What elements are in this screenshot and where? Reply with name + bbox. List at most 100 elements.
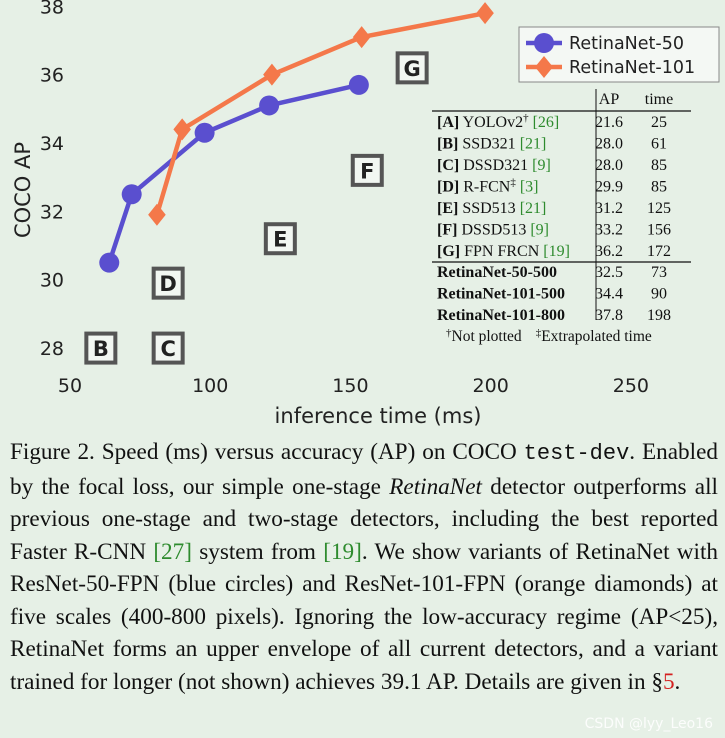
table-retina-time: 73 — [651, 264, 667, 281]
x-tick-label: 100 — [192, 375, 228, 397]
data-point-diamond — [352, 26, 371, 49]
table-row-time: 172 — [647, 243, 671, 260]
y-tick-label: 36 — [40, 65, 64, 87]
table-row-ap: 36.2 — [595, 243, 623, 260]
table-row-key: [E] — [437, 200, 458, 217]
detector-box — [350, 153, 384, 187]
caption-end: . — [674, 668, 681, 695]
legend-label: RetinaNet-101 — [569, 58, 695, 78]
data-point-circle — [348, 74, 369, 95]
speed-accuracy-chart: 50 100 150 200 250 28 30 32 34 36 38 inference time… — [11, 0, 720, 428]
table-row-ref: [9] — [526, 222, 549, 239]
table-retina-time: 90 — [651, 286, 667, 303]
detector-box — [395, 51, 429, 85]
caption-label: Figure 2. Speed (ms) versus accuracy (AP… — [10, 439, 524, 465]
table-row-time: 61 — [651, 136, 667, 153]
table-row-model: SSD321 — [458, 136, 515, 153]
caption-ref-27[interactable]: [27] — [153, 538, 192, 565]
table-row-name: [A] YOLOv2† [26] — [437, 112, 559, 131]
data-point-diamond — [148, 203, 166, 226]
caption-ref-19[interactable]: [19] — [323, 538, 362, 565]
data-point-diamond — [263, 63, 281, 86]
table-row-name: [F] DSSD513 [9] — [437, 222, 549, 239]
data-point-circle — [99, 252, 120, 273]
detector-boxes: B C D E F G — [84, 51, 429, 365]
table-row-ap: 31.2 — [595, 200, 623, 217]
detector-box — [151, 266, 185, 300]
legend-label: RetinaNet-50 — [569, 34, 684, 54]
table-row-ap: 28.0 — [595, 157, 623, 174]
table-row-key: [D] — [437, 179, 459, 196]
table-row-time: 85 — [651, 179, 667, 196]
x-tick-label: 150 — [332, 375, 368, 397]
table-row-ap: 21.6 — [595, 114, 623, 131]
detector-label: E — [273, 228, 287, 252]
legend-diamond-marker — [535, 56, 553, 78]
y-tick-label: 32 — [40, 201, 64, 223]
axes: 50 100 150 200 250 28 30 32 34 36 38 inference time… — [11, 0, 649, 428]
x-tick-label: 200 — [473, 375, 509, 397]
y-tick-label: 34 — [40, 133, 64, 155]
table-row-time: 125 — [647, 200, 671, 217]
caption-section-symbol: § — [651, 668, 663, 695]
table-retina-ap: 37.8 — [595, 307, 623, 324]
table-retina-name: RetinaNet-50-500 — [437, 264, 557, 281]
table-footnote: †Not plotted ‡Extrapolated time — [446, 327, 652, 345]
data-point-circle — [194, 122, 215, 143]
table-row-name: [D] R-FCN‡ [3] — [437, 177, 539, 196]
caption-part-1: . Enabled by the focal loss, our simple … — [10, 439, 718, 500]
y-tick-label: 30 — [40, 270, 64, 292]
footnote-not-plotted: Not plotted — [452, 328, 522, 345]
table-row-ref: [9] — [528, 157, 551, 174]
table-row-model: YOLOv2 — [459, 114, 523, 131]
table-retina-name: RetinaNet-101-800 — [437, 307, 565, 324]
detector-label: C — [160, 337, 175, 361]
caption-part-2: detector outperforms all previous one-st… — [10, 473, 718, 565]
table-row-name: [G] FPN FRCN [19] — [437, 243, 570, 260]
detector-label: G — [404, 57, 421, 81]
table-row-name: [C] DSSD321 [9] — [437, 157, 551, 174]
x-axis-label: inference time (ms) — [275, 404, 482, 428]
table-row-ref: [21] — [516, 200, 547, 217]
figure-caption: Figure 2. Speed (ms) versus accuracy (AP… — [10, 436, 718, 698]
y-tick-label: 38 — [40, 0, 64, 18]
data-point-diamond — [173, 118, 191, 141]
x-tick-label: 250 — [613, 375, 649, 397]
detector-box — [84, 331, 118, 365]
table-retina-ap: 34.4 — [595, 286, 623, 303]
series-line-retinanet-50 — [107, 82, 360, 264]
table-row-key: [A] — [437, 114, 459, 131]
watermark: CSDN @lyy_Leo16 — [584, 716, 713, 732]
table-retina-ap: 32.5 — [595, 264, 623, 281]
detector-label: B — [93, 337, 109, 361]
legend: RetinaNet-50 RetinaNet-101 — [518, 26, 720, 83]
data-point-circle — [121, 184, 142, 205]
table-row-mark: † — [523, 112, 529, 124]
table-row-key: [F] — [437, 222, 457, 239]
footnote-extrapolated: Extrapolated time — [541, 328, 652, 345]
footnote-mark-1: † — [446, 327, 452, 339]
detector-label: D — [159, 272, 176, 296]
table-row-name: [E] SSD513 [21] — [437, 200, 546, 217]
table-header-time: time — [645, 91, 673, 108]
caption-part-3: system from — [191, 538, 324, 565]
table-row-time: 156 — [647, 222, 671, 239]
detector-box — [263, 222, 297, 256]
table-retina-time: 198 — [647, 307, 671, 324]
table-header-ap: AP — [599, 91, 620, 108]
caption-section-ref[interactable]: 5 — [662, 668, 675, 695]
table-row-model: SSD513 — [458, 200, 515, 217]
table-row-ap: 28.0 — [595, 136, 623, 153]
y-axis-label: COCO AP — [11, 142, 35, 238]
table-row-model: DSSD321 — [459, 157, 528, 174]
table-row-mark: ‡ — [510, 177, 516, 189]
table-row-ref: [3] — [516, 179, 539, 196]
table-row-time: 25 — [651, 114, 667, 131]
table-row-key: [B] — [437, 136, 458, 153]
detector-label: F — [360, 159, 374, 183]
table-row-ref: [26] — [529, 114, 560, 131]
caption-part-4: . We show variants of RetinaNet with Res… — [10, 538, 719, 695]
legend-frame — [518, 26, 720, 83]
series-layer — [99, 2, 494, 273]
legend-circle-marker — [534, 33, 554, 53]
